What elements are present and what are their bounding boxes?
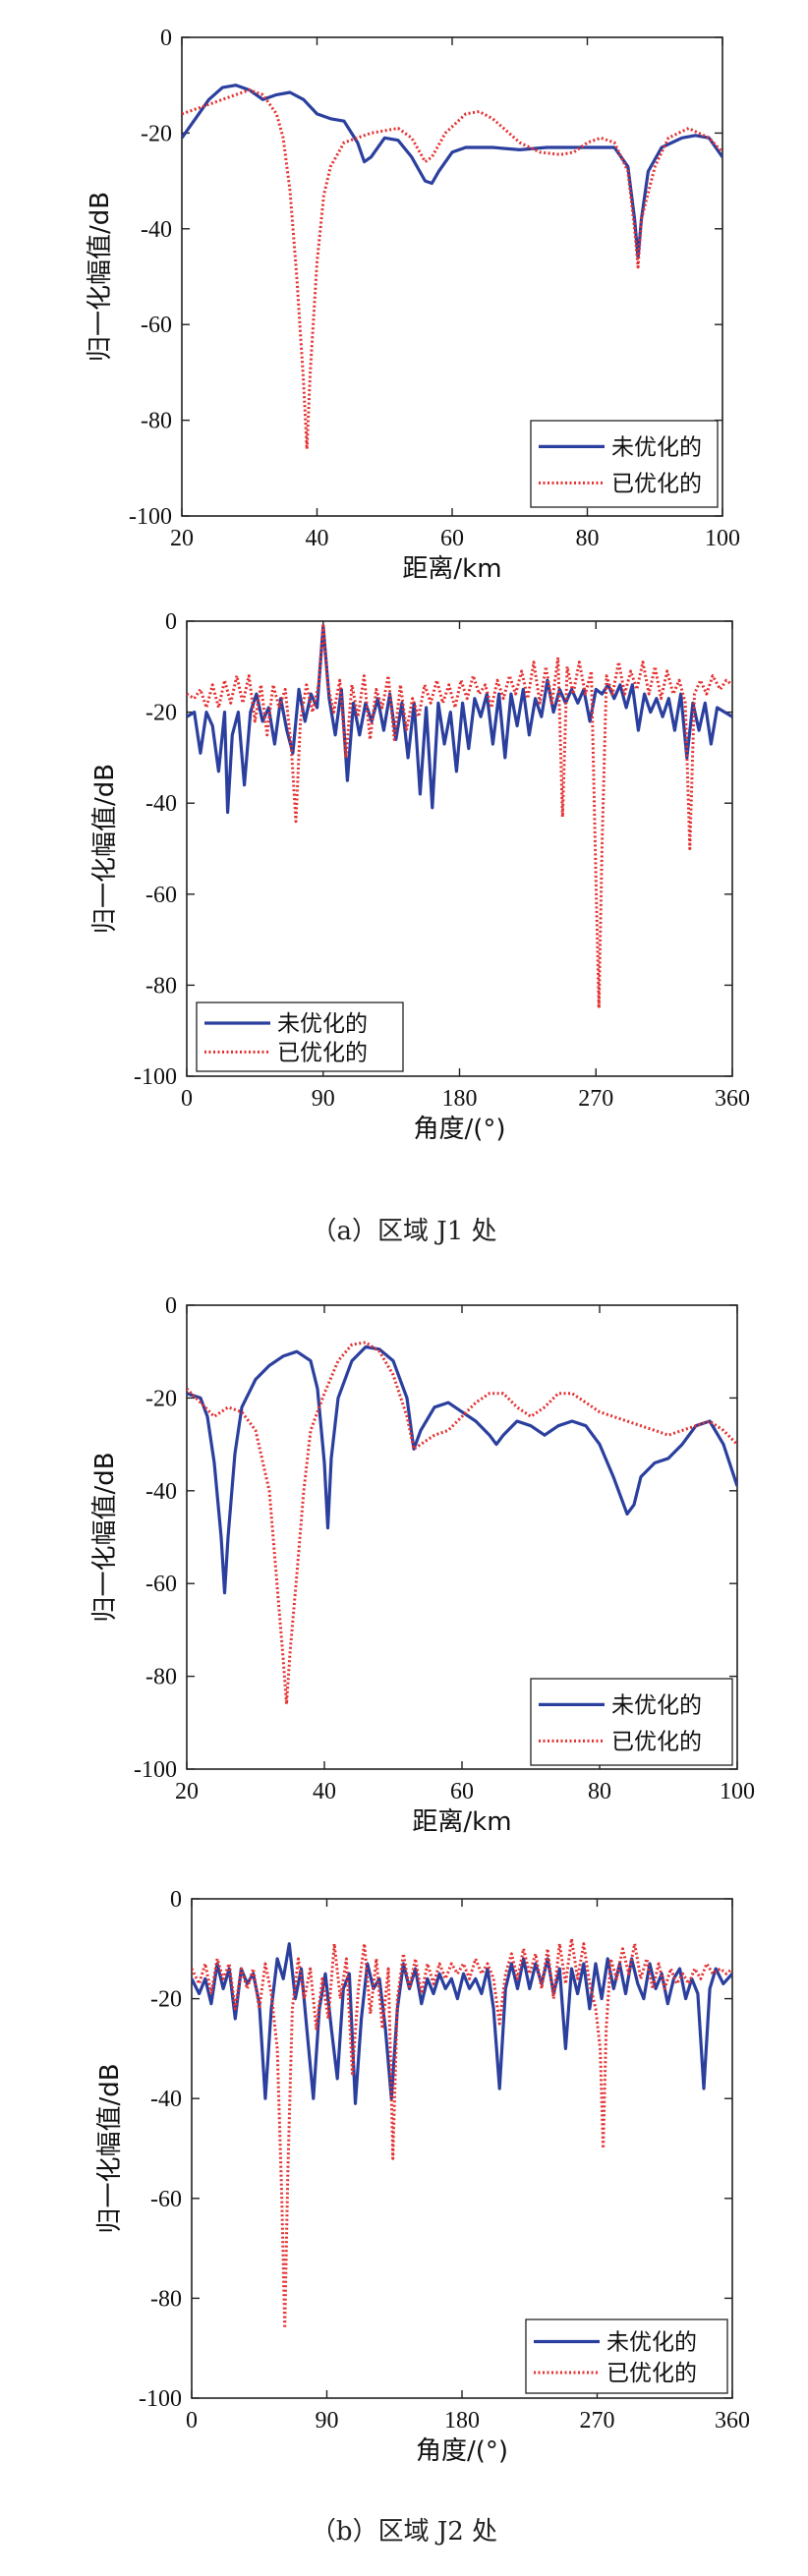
- legend-label-unoptimized: 未优化的: [606, 2330, 697, 2356]
- chart-angle-j1-svg: 0 90 180 270 360 0 -20 -40 -60 -80 -100 角度/(°) 归一化幅值…: [90, 609, 750, 1144]
- y-tick-label: -80: [141, 409, 172, 434]
- x-tick-label: 40: [306, 526, 329, 551]
- y-tick-label: -60: [145, 1572, 177, 1597]
- y-axis-label: 归一化幅值/dB: [90, 764, 120, 934]
- caption-b: （b）区域 J2 处: [310, 2517, 498, 2547]
- legend-box: [196, 1002, 404, 1072]
- y-tick-label: -100: [129, 504, 172, 530]
- x-tick-label: 80: [576, 526, 600, 551]
- x-tick-label: 20: [170, 526, 194, 551]
- y-tick-label: -20: [145, 1386, 177, 1411]
- chart-range-j2: 20 40 60 80 100 0 -20 -40 -60 -80 -100 距离/km 归一化幅值/d…: [0, 1278, 808, 1848]
- y-tick-label: -100: [134, 1757, 177, 1783]
- series-line-optimized: [187, 1341, 737, 1706]
- x-tick-label: 0: [186, 2408, 198, 2433]
- caption-a: （a）区域 J1 处: [311, 1217, 497, 1246]
- x-tick-label: 360: [715, 1086, 750, 1112]
- y-tick-label: 0: [170, 1887, 182, 1913]
- chart-angle-j2: 0 90 180 270 360 0 -20 -40 -60 -80 -100 角度/(°) 归一化幅值…: [0, 1887, 808, 2477]
- x-tick-label: 180: [442, 1086, 478, 1112]
- y-tick-label: -20: [141, 121, 172, 146]
- series-line-optimized: [187, 624, 732, 1010]
- y-tick-label: -80: [145, 973, 177, 999]
- x-tick-label: 40: [313, 1779, 336, 1804]
- y-tick-label: -100: [139, 2386, 182, 2412]
- y-tick-label: -100: [134, 1064, 177, 1090]
- series-line-unoptimized: [192, 1942, 732, 2105]
- x-tick-label: 270: [578, 1086, 613, 1112]
- x-tick-label: 60: [440, 526, 464, 551]
- chart-range-j2-svg: 20 40 60 80 100 0 -20 -40 -60 -80 -100 距离/km 归一化幅值/d…: [90, 1293, 755, 1837]
- series-line-optimized: [182, 88, 722, 451]
- x-tick-label: 180: [444, 2408, 480, 2433]
- chart-angle-j2-svg: 0 90 180 270 360 0 -20 -40 -60 -80 -100 角度/(°) 归一化幅值…: [95, 1887, 750, 2466]
- x-tick-label: 360: [715, 2408, 750, 2433]
- legend-label-optimized: 已优化的: [611, 471, 702, 496]
- series-line-optimized: [192, 1937, 732, 2330]
- x-axis-label: 角度/(°): [416, 2436, 508, 2466]
- x-tick-label: 0: [181, 1086, 193, 1112]
- x-tick-label: 100: [720, 1779, 755, 1804]
- x-axis-label: 角度/(°): [413, 1115, 505, 1144]
- x-tick-label: 270: [580, 2408, 615, 2433]
- x-tick-label: 20: [175, 1779, 199, 1804]
- y-tick-label: -80: [150, 2286, 182, 2312]
- legend-label-optimized: 已优化的: [606, 2361, 697, 2386]
- legend-label-optimized: 已优化的: [277, 1040, 368, 1065]
- x-tick-label: 90: [312, 1086, 335, 1112]
- y-tick-label: -80: [145, 1665, 177, 1690]
- y-tick-label: -60: [145, 883, 177, 908]
- y-axis-label: 归一化幅值/dB: [86, 192, 115, 362]
- y-tick-label: 0: [160, 26, 172, 51]
- x-tick-label: 80: [588, 1779, 611, 1804]
- y-tick-label: -40: [145, 1479, 177, 1505]
- legend-label-unoptimized: 未优化的: [277, 1011, 368, 1037]
- y-tick-label: 0: [165, 1293, 177, 1319]
- legend-label-unoptimized: 未优化的: [611, 434, 702, 460]
- y-tick-label: -60: [141, 313, 172, 338]
- x-tick-label: 60: [450, 1779, 474, 1804]
- chart-angle-j1: 0 90 180 270 360 0 -20 -40 -60 -80 -100 角度/(°) 归一化幅值…: [0, 609, 808, 1155]
- y-tick-label: -40: [150, 2087, 182, 2112]
- x-axis-label: 距离/km: [402, 554, 501, 584]
- y-tick-label: -40: [145, 791, 177, 817]
- chart-range-j1: 20 40 60 80 100 0 -20 -40 -60 -80 -100 距离/km 归一化幅值/d…: [0, 0, 808, 595]
- legend-box: [530, 420, 719, 508]
- y-axis-label: 归一化幅值/dB: [95, 2063, 125, 2233]
- series-line-unoptimized: [187, 1345, 737, 1595]
- y-tick-label: -20: [145, 701, 177, 726]
- legend-label-optimized: 已优化的: [611, 1729, 702, 1754]
- legend-box: [530, 1678, 733, 1766]
- series-line-unoptimized: [182, 84, 722, 259]
- legend-box: [525, 2318, 728, 2394]
- chart-range-j1-svg: 20 40 60 80 100 0 -20 -40 -60 -80 -100 距离/km 归一化幅值/d…: [86, 26, 740, 584]
- y-tick-label: 0: [165, 609, 177, 635]
- y-axis-label: 归一化幅值/dB: [90, 1452, 120, 1622]
- y-tick-label: -40: [141, 217, 172, 243]
- y-tick-label: -60: [150, 2187, 182, 2212]
- series-line-unoptimized: [187, 624, 732, 815]
- legend-label-unoptimized: 未优化的: [611, 1692, 702, 1718]
- y-tick-label: -20: [150, 1987, 182, 2013]
- x-axis-label: 距离/km: [412, 1807, 511, 1837]
- x-tick-label: 100: [705, 526, 740, 551]
- x-tick-label: 90: [316, 2408, 339, 2433]
